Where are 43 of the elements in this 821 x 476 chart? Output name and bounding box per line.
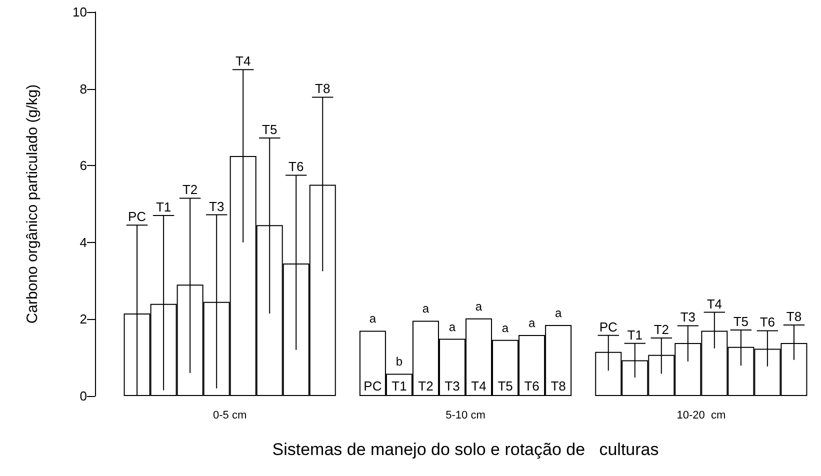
y-tick-label: 8: [80, 81, 87, 96]
text: PC: [128, 209, 146, 224]
data-label: a: [422, 302, 430, 316]
series-label: PC: [364, 378, 382, 394]
data-label: a: [369, 312, 376, 326]
text: T6: [288, 159, 304, 174]
text: T2: [654, 322, 669, 338]
series-label: T2: [418, 378, 434, 394]
y-axis-title: Carbono orgânico particulado (g/kg): [24, 84, 41, 324]
text: T3: [208, 198, 224, 214]
y-tick-label: 4: [80, 234, 87, 250]
data-label: a: [475, 299, 482, 314]
text: T2: [182, 182, 198, 198]
text: T1: [627, 327, 642, 342]
data-label: b: [396, 354, 403, 369]
series-label: T3: [444, 378, 460, 394]
x-tick-label: 10-20 cm: [676, 410, 726, 422]
series-label: T8: [550, 378, 566, 394]
text: T8: [315, 81, 330, 96]
series-label: T6: [524, 378, 540, 394]
text: T6: [760, 314, 776, 330]
text: T3: [680, 310, 696, 325]
text: T1: [156, 200, 172, 215]
y-tick-label: 0: [80, 388, 87, 404]
data-label: a: [554, 306, 562, 320]
data-label: a: [502, 320, 509, 335]
text: PC: [599, 319, 618, 334]
x-tick-label: 0-5 cm: [213, 410, 247, 422]
x-tick-label: 5-10 cm: [446, 410, 486, 422]
text: T4: [706, 296, 722, 312]
series-label: T1: [392, 378, 407, 394]
text: T5: [262, 122, 278, 137]
series-label: T4: [471, 378, 486, 394]
text: T4: [236, 54, 251, 69]
text: T5: [733, 314, 749, 329]
series-label: T5: [498, 378, 513, 394]
x-axis-title: Sistemas de manejo do solo e rotação de culturas: [272, 440, 659, 459]
y-tick-label: 10: [72, 4, 87, 20]
y-tick-label: 6: [80, 158, 87, 174]
data-label: a: [528, 316, 536, 330]
y-tick-label: 2: [80, 312, 87, 327]
text: T8: [786, 308, 802, 324]
data-label: a: [448, 320, 456, 334]
